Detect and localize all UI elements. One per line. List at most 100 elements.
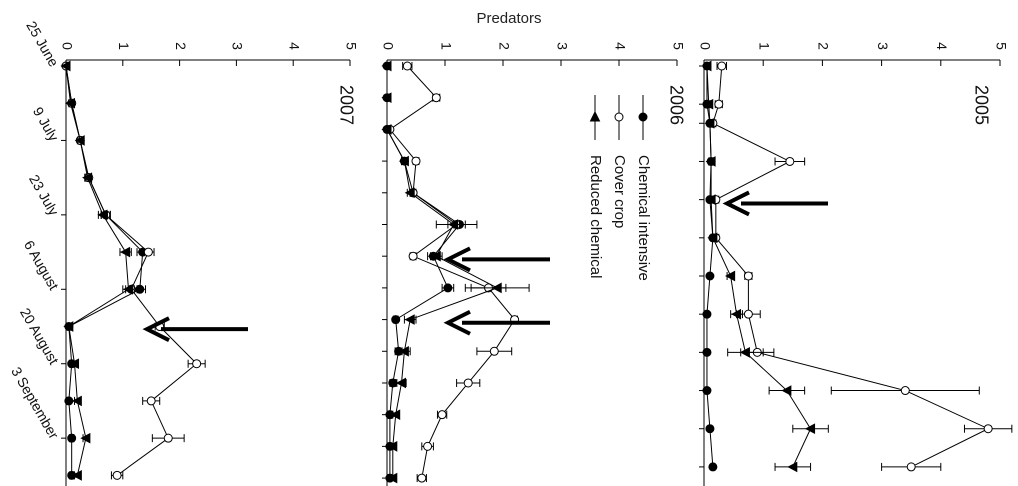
annotation-arrow-head [142,316,170,342]
data-point [707,232,718,244]
panel-title: 2007 [336,85,356,125]
chart-panel-2006: 0 1 2 3 4 5 2006 [380,42,686,486]
legend-label: Chemical intensive [635,155,652,281]
legend-marker [589,110,601,122]
data-point [443,283,453,293]
value-tick-label: 4 [612,42,628,50]
data-point [705,424,715,434]
data-point [701,60,712,72]
data-point [702,386,712,396]
time-tick-label: 3 September [8,364,62,442]
time-tick-label: 23 July [26,172,62,218]
value-tick-label: 5 [343,42,359,50]
data-point [387,472,398,484]
series-line-cover-crop [712,65,990,468]
value-tick-label: 1 [116,42,132,50]
time-tick-label: 20 August [17,305,62,367]
data-point [491,282,502,294]
data-point [787,461,798,473]
value-tick-label: 5 [993,42,1009,50]
data-point [82,172,93,183]
data-point [739,347,750,358]
data-point [398,155,409,167]
panel-title: 2005 [971,85,991,125]
data-point [80,432,91,444]
data-point [122,283,133,295]
data-point [417,473,427,483]
data-point [146,396,156,406]
data-point [717,61,727,71]
series-line-reduced-chemical [706,65,812,468]
data-point [430,250,441,262]
data-point [743,309,753,319]
legend-marker [638,112,648,122]
series-line-cover-crop [65,65,198,476]
data-point [411,156,421,166]
annotation-arrow-head [443,309,471,336]
value-tick-label: 2 [496,42,512,50]
data-point [983,424,993,434]
data-point [381,92,392,104]
data-point [67,433,77,443]
data-point [448,219,459,230]
data-point [387,441,398,452]
data-point [192,359,202,369]
data-point [120,246,131,258]
value-tick-label: 1 [756,42,772,50]
data-point [705,271,715,281]
legend-marker [614,112,624,122]
data-point [143,247,153,257]
data-point [381,124,392,135]
data-point [112,470,122,480]
value-tick-label: 3 [554,42,570,50]
series-line-reduced-chemical [65,65,130,476]
data-point [702,309,712,319]
data-point [705,156,716,167]
data-point [703,98,714,110]
data-point [71,470,82,481]
data-point [704,117,715,129]
data-point [725,270,736,282]
series-line-reduced-chemical [386,66,499,479]
data-point [68,358,80,370]
data-point [743,271,753,281]
value-tick-label: 4 [934,42,950,50]
figure-title: Predators [476,10,542,27]
time-tick-label: 9 July [30,104,62,144]
data-point [423,441,433,451]
legend-label: Reduced chemical [587,155,604,278]
legend: Chemical intensive Cover crop Reduced chem… [587,95,652,281]
chart-panel-2007: 0 1 2 3 4 5 25 June 9 July 23 July 6 August 20 Aug… [8,18,359,486]
value-tick-label: 3 [230,42,246,50]
time-tick-label: 6 August [21,237,62,292]
annotation-arrow-head [443,246,471,273]
data-point [708,462,718,472]
data-point [408,251,418,261]
data-point [804,423,816,435]
panel-title: 2006 [666,85,686,125]
chart-panel-2005: 0 1 2 3 4 5 2005 [697,42,1013,486]
value-tick-label: 3 [875,42,891,50]
series-line-cover-crop [389,65,516,479]
value-tick-label: 5 [670,42,686,50]
legend-label: Cover crop [611,155,628,228]
data-point [60,60,71,72]
data-point [64,97,76,109]
data-point [437,410,447,420]
data-point [163,433,173,443]
data-point [705,194,716,205]
data-point [97,209,108,221]
data-point [714,99,724,109]
data-point [489,346,499,356]
data-point [402,61,412,71]
data-point [71,395,82,407]
time-tick-label: 25 June [23,18,62,69]
data-point [785,156,795,166]
data-point [381,60,392,72]
data-point [64,396,74,406]
data-point [63,321,74,332]
value-tick-label: 2 [816,42,832,50]
value-tick-label: 1 [438,42,454,50]
value-tick-label: 0 [59,42,75,50]
